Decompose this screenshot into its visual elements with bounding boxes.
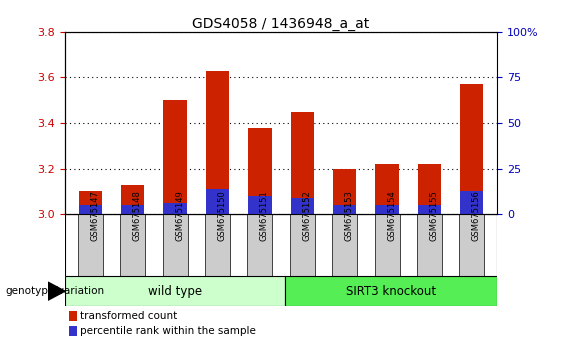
Bar [163, 214, 188, 276]
Bar [248, 127, 272, 214]
Bar [120, 214, 145, 276]
Bar [459, 214, 484, 276]
Polygon shape [48, 282, 65, 300]
Bar [206, 70, 229, 214]
Bar [417, 214, 442, 276]
Text: GSM675150: GSM675150 [218, 191, 227, 241]
Text: SIRT3 knockout: SIRT3 knockout [346, 285, 436, 298]
Text: GSM675155: GSM675155 [429, 191, 438, 241]
Text: GSM675147: GSM675147 [90, 190, 99, 241]
Bar [69, 310, 77, 321]
Text: wild type: wild type [148, 285, 202, 298]
Text: GSM675151: GSM675151 [260, 191, 269, 241]
Bar [205, 214, 230, 276]
Bar [121, 184, 145, 214]
Text: GSM675153: GSM675153 [345, 190, 354, 241]
Bar [248, 196, 272, 214]
Bar [65, 276, 285, 306]
Text: transformed count: transformed count [80, 310, 177, 321]
Bar [290, 112, 314, 214]
Bar [69, 326, 77, 336]
Text: GSM675154: GSM675154 [387, 191, 396, 241]
Bar [418, 164, 441, 214]
Bar [333, 205, 357, 214]
Bar [332, 214, 357, 276]
Bar [290, 198, 314, 214]
Bar [460, 84, 484, 214]
Bar [375, 164, 399, 214]
Text: genotype/variation: genotype/variation [6, 286, 105, 296]
Bar [163, 100, 187, 214]
Bar [79, 192, 102, 214]
Bar [163, 203, 187, 214]
Text: percentile rank within the sample: percentile rank within the sample [80, 326, 256, 336]
Title: GDS4058 / 1436948_a_at: GDS4058 / 1436948_a_at [193, 17, 370, 31]
Text: GSM675152: GSM675152 [302, 191, 311, 241]
Bar [78, 214, 103, 276]
Bar [375, 205, 399, 214]
Bar [247, 214, 272, 276]
Text: GSM675156: GSM675156 [472, 190, 481, 241]
Text: GSM675148: GSM675148 [133, 190, 142, 241]
Bar [333, 169, 357, 214]
Bar [460, 192, 484, 214]
Bar [290, 214, 315, 276]
Bar [79, 205, 102, 214]
Bar [375, 214, 399, 276]
Text: GSM675149: GSM675149 [175, 191, 184, 241]
Bar [121, 205, 145, 214]
Bar [285, 276, 497, 306]
Bar [418, 205, 441, 214]
Bar [206, 189, 229, 214]
